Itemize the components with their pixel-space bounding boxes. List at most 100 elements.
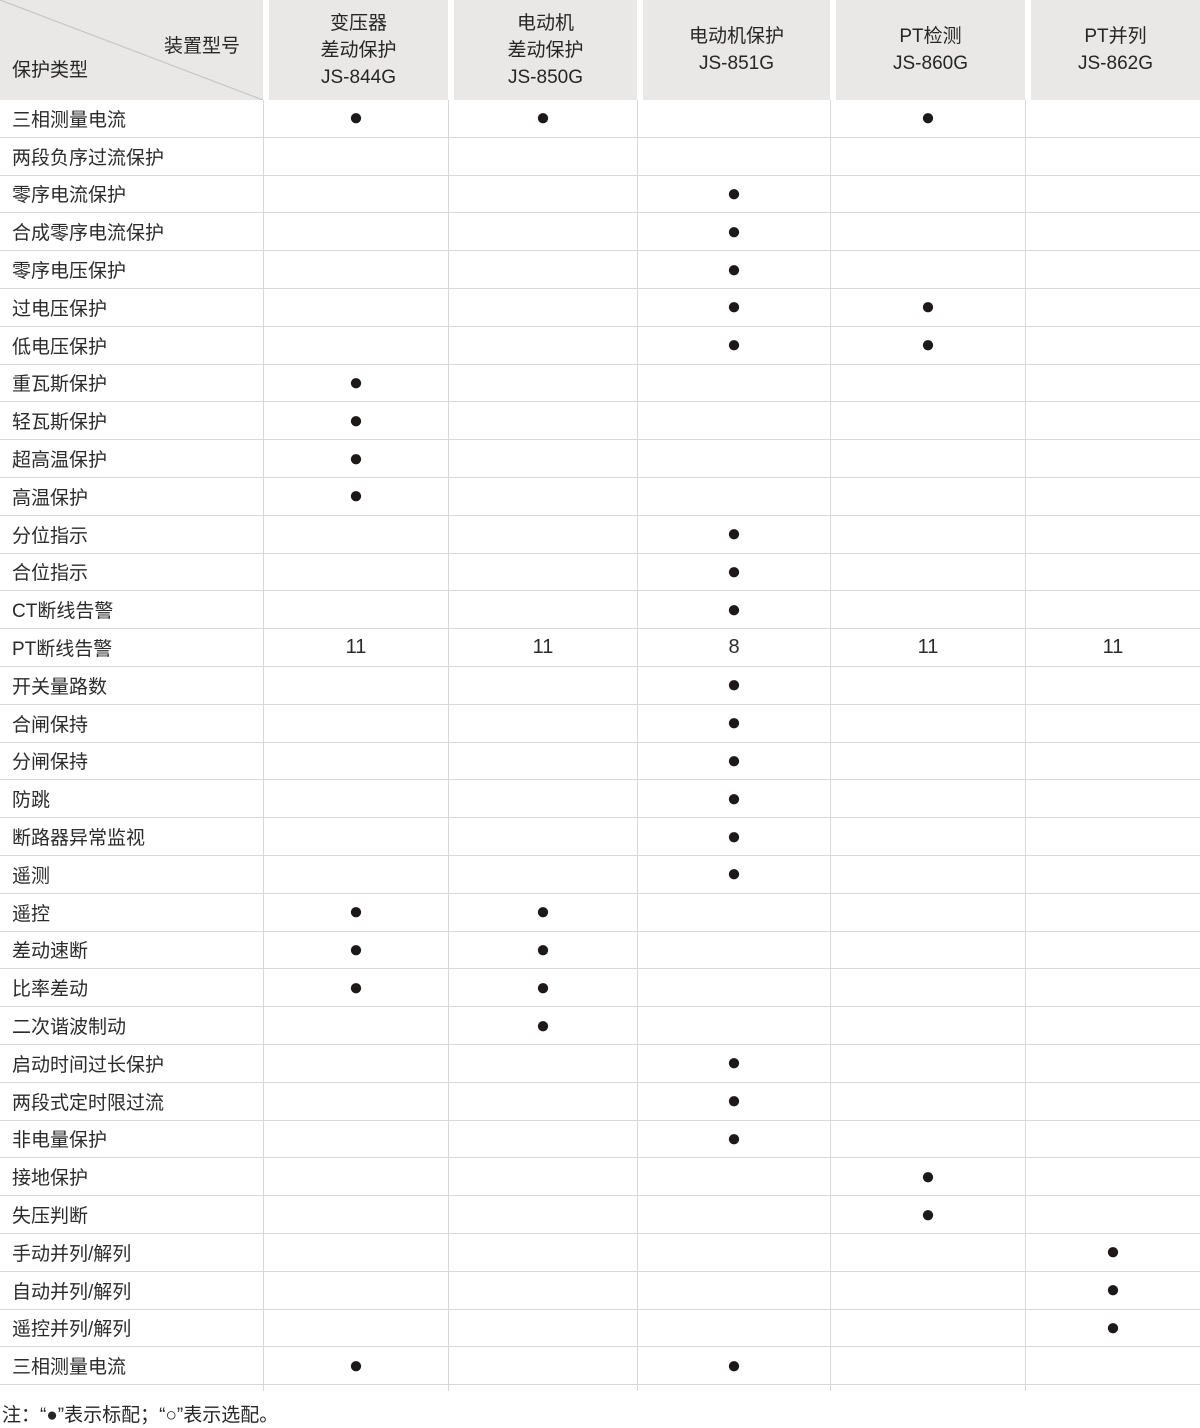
table-row: 轻瓦斯保护 ●: [0, 402, 1200, 441]
empty-cell: [1025, 553, 1200, 592]
empty-cell: [637, 440, 830, 478]
column-header-label: PT检测 JS-860G: [893, 26, 968, 74]
empty-cell: [830, 251, 1025, 289]
standard-feature-dot: ●: [637, 288, 830, 327]
row-label: 轻瓦斯保护: [0, 402, 263, 441]
row-label: 分闸保持: [0, 743, 263, 781]
empty-cell: [448, 1271, 637, 1310]
empty-cell: [1025, 780, 1200, 819]
table-row: 两段负序过流保护: [0, 137, 1200, 176]
standard-feature-dot: ●: [448, 893, 637, 932]
empty-cell: [448, 1196, 637, 1234]
empty-cell: [830, 591, 1025, 630]
column-header-label: 电动机保护 JS-851G: [688, 26, 784, 74]
empty-cell: [448, 704, 637, 743]
row-label: 零序电压保护: [0, 251, 263, 289]
table-row: 手动并列/解列 ●: [0, 1233, 1200, 1272]
table-row: 开关量路数 ●: [0, 666, 1200, 705]
standard-feature-dot: ●: [263, 100, 448, 138]
empty-cell: [1025, 1044, 1200, 1083]
standard-feature-dot: ●: [637, 1347, 830, 1386]
empty-cell: [448, 288, 637, 327]
empty-cell: [1025, 100, 1200, 138]
empty-cell: [263, 591, 448, 630]
empty-cell: [263, 1309, 448, 1348]
row-label: 比率差动: [0, 969, 263, 1008]
empty-cell: [1025, 855, 1200, 894]
value-cell: 11: [830, 629, 1025, 667]
empty-cell: [448, 402, 637, 441]
empty-cell: [1025, 477, 1200, 516]
value-cell: 11: [263, 629, 448, 667]
standard-feature-dot: ●: [830, 1196, 1025, 1234]
empty-cell: [830, 440, 1025, 478]
empty-cell: [448, 1385, 637, 1392]
standard-feature-dot: ●: [448, 1007, 637, 1045]
empty-cell: [637, 931, 830, 970]
table-row: 自动并列/解列 ●: [0, 1271, 1200, 1310]
row-label: 失压判断: [0, 1196, 263, 1234]
row-label: 防跳: [0, 780, 263, 819]
empty-cell: [448, 326, 637, 365]
row-label: 断路器异常监视: [0, 818, 263, 856]
table-row: 三相测量电流 ● ● ●: [0, 100, 1200, 138]
column-header-js-860g: PT检测 JS-860G: [830, 0, 1025, 100]
empty-cell: [637, 1309, 830, 1348]
empty-cell: [830, 1082, 1025, 1121]
empty-cell: [637, 1271, 830, 1310]
standard-feature-dot: ●: [637, 1120, 830, 1159]
row-label: 两段式定时限过流: [0, 1083, 263, 1121]
standard-feature-dot: ●: [1025, 1309, 1200, 1348]
value-cell: 8: [637, 629, 830, 667]
empty-cell: [448, 1233, 637, 1272]
empty-cell: [448, 213, 637, 252]
standard-feature-dot: ●: [637, 175, 830, 214]
standard-feature-dot: ●: [263, 364, 448, 403]
row-label: 合位指示: [0, 554, 263, 592]
value-cell: 11: [1025, 629, 1200, 667]
empty-cell: [448, 1309, 637, 1348]
standard-feature-dot: ●: [637, 591, 830, 630]
empty-cell: [448, 137, 637, 176]
empty-cell: [830, 477, 1025, 516]
empty-cell: [448, 251, 637, 289]
row-label: 零序电流保护: [0, 176, 263, 214]
empty-cell: [448, 818, 637, 856]
empty-cell: [1025, 364, 1200, 403]
empty-cell: [830, 780, 1025, 819]
empty-cell: [263, 1271, 448, 1310]
table-row: 重瓦斯保护 ●: [0, 364, 1200, 403]
standard-feature-dot: ●: [637, 855, 830, 894]
row-label: 合成零序电流保护: [0, 213, 263, 252]
empty-cell: [830, 175, 1025, 214]
standard-feature-dot: ●: [448, 931, 637, 970]
standard-feature-dot: ●: [637, 666, 830, 705]
empty-cell: [830, 1120, 1025, 1159]
standard-feature-dot: ●: [263, 1347, 448, 1386]
empty-cell: [263, 1196, 448, 1234]
empty-cell: [263, 213, 448, 252]
empty-cell: [637, 402, 830, 441]
table-row: CT断线告警 ●: [0, 591, 1200, 630]
table-row: 分闸保持 ●: [0, 742, 1200, 781]
empty-cell: [830, 515, 1025, 554]
table-row: 比率差动 ● ●: [0, 969, 1200, 1008]
empty-cell: [637, 1158, 830, 1197]
row-label: 自动并列/解列: [0, 1272, 263, 1310]
column-header-js-844g: 变压器 差动保护 JS-844G: [263, 0, 448, 100]
empty-cell: [830, 893, 1025, 932]
empty-cell: [448, 477, 637, 516]
standard-feature-dot: ●: [830, 288, 1025, 327]
empty-cell: [448, 515, 637, 554]
row-label: CT断线告警: [0, 591, 263, 630]
empty-cell: [263, 251, 448, 289]
row-label: 手动并列/解列: [0, 1234, 263, 1272]
table-row: 差动速断 ● ●: [0, 931, 1200, 970]
standard-feature-dot: ●: [637, 704, 830, 743]
row-label: 遥控: [0, 894, 263, 932]
diagonal-divider-line: [0, 0, 263, 100]
empty-cell: [1025, 175, 1200, 214]
empty-cell: [1025, 969, 1200, 1008]
table-header: 装置型号 保护类型 变压器 差动保护 JS-844G 电动机 差动保护 JS-8…: [0, 0, 1200, 100]
empty-cell: [263, 515, 448, 554]
